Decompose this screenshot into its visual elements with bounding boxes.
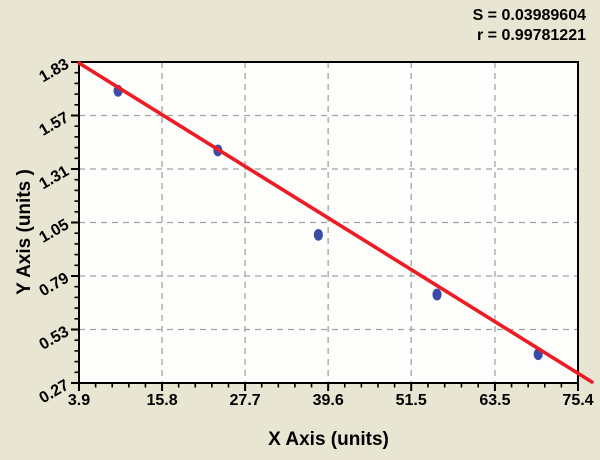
x-tick-label: 51.5 <box>396 392 427 409</box>
x-tick-label: 39.6 <box>313 392 344 409</box>
y-axis-title: Y Axis (units ) <box>14 169 35 295</box>
y-tick-label: 1.31 <box>37 163 73 193</box>
x-tick-label: 63.5 <box>479 392 510 409</box>
r-value-label: r = 0.99781221 <box>477 27 586 44</box>
x-tick-label: 3.9 <box>68 392 90 409</box>
y-tick-label: 0.27 <box>37 377 73 407</box>
y-tick-label: 1.83 <box>37 56 73 86</box>
y-tick-label: 0.53 <box>37 323 73 353</box>
y-tick-label: 1.57 <box>37 109 73 139</box>
data-point <box>313 228 323 241</box>
data-point <box>432 288 442 301</box>
regression-line <box>77 61 594 384</box>
x-tick-label: 15.8 <box>146 392 177 409</box>
x-tick-label: 75.4 <box>562 392 593 409</box>
fit-statistics: S = 0.03989604 r = 0.99781221 <box>473 6 586 46</box>
x-axis-title: X Axis (units) <box>268 429 389 450</box>
y-tick-label: 0.79 <box>37 270 73 300</box>
s-value-label: S = 0.03989604 <box>472 7 586 24</box>
plot-border <box>78 61 579 384</box>
x-tick-label: 27.7 <box>230 392 261 409</box>
y-tick-label: 1.05 <box>37 216 73 246</box>
